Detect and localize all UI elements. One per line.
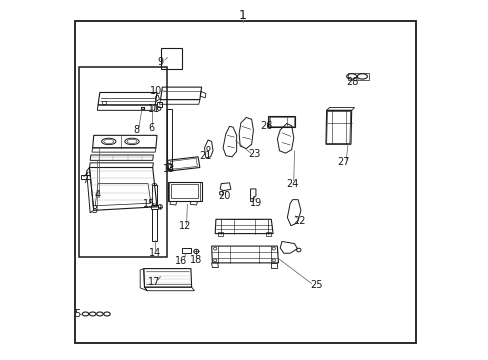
Text: 4: 4: [94, 190, 100, 200]
Bar: [80, 67, 166, 257]
Text: 6: 6: [148, 123, 154, 133]
Bar: [152, 208, 157, 241]
Text: 8: 8: [133, 125, 139, 135]
Bar: [151, 205, 158, 208]
Text: 24: 24: [286, 179, 298, 189]
Text: 19: 19: [250, 198, 262, 208]
Text: 9: 9: [157, 57, 163, 67]
Text: 1: 1: [238, 9, 246, 22]
Text: 26: 26: [260, 121, 272, 131]
Text: 7: 7: [81, 175, 88, 185]
Text: 28: 28: [346, 77, 358, 87]
Text: 5: 5: [74, 309, 81, 319]
Text: 22: 22: [293, 216, 305, 226]
Text: 16: 16: [174, 256, 186, 266]
Text: 2: 2: [166, 163, 172, 173]
Text: 15: 15: [143, 199, 155, 209]
Text: 23: 23: [248, 149, 260, 159]
Text: 13: 13: [163, 164, 175, 174]
Text: 25: 25: [310, 280, 322, 290]
Bar: [102, 101, 106, 104]
Text: 11: 11: [148, 104, 160, 113]
Text: 17: 17: [148, 277, 161, 287]
Text: 20: 20: [218, 191, 230, 201]
Text: 12: 12: [178, 221, 191, 231]
Text: 3: 3: [91, 205, 97, 215]
Text: 14: 14: [149, 248, 161, 258]
Bar: [161, 48, 182, 69]
Text: 27: 27: [337, 157, 349, 167]
Text: 18: 18: [190, 255, 202, 265]
Text: 10: 10: [149, 86, 162, 96]
Bar: [166, 109, 172, 169]
Text: 21: 21: [199, 151, 211, 161]
Bar: [182, 248, 190, 253]
